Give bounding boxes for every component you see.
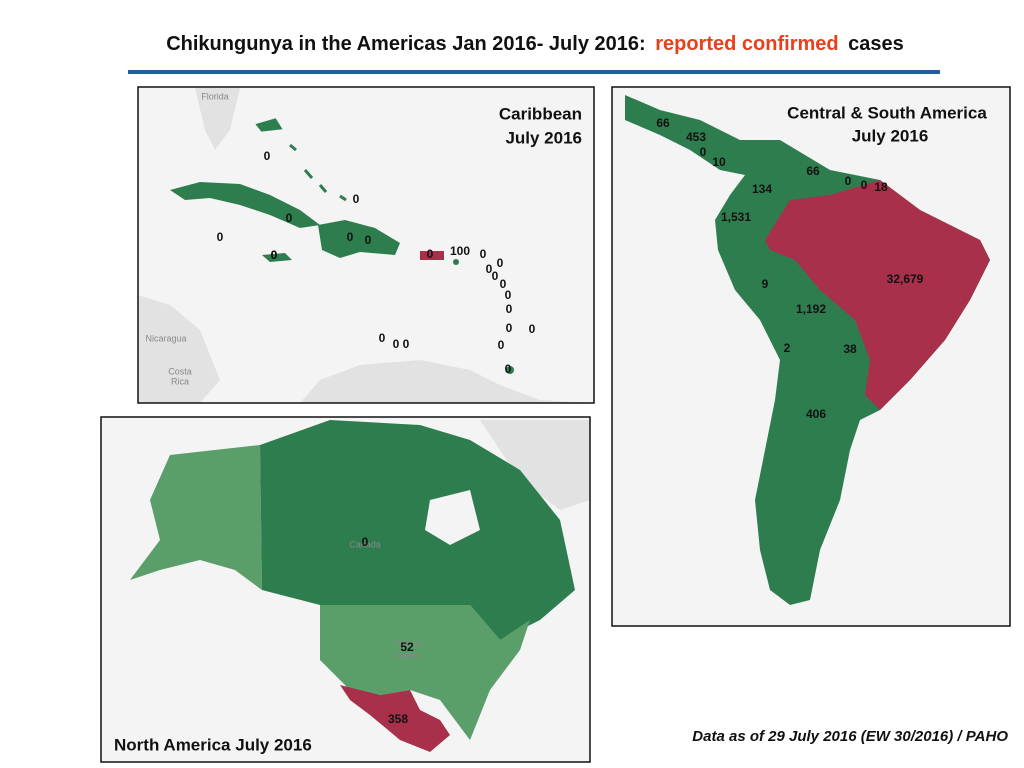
case-count: 0: [347, 230, 354, 244]
case-count: 0: [353, 192, 360, 206]
place-label: Florida: [201, 91, 229, 101]
case-count: 66: [656, 116, 670, 130]
case-count: 1,192: [796, 302, 826, 316]
case-count: 52: [400, 640, 414, 654]
case-count: 9: [762, 277, 769, 291]
case-count: 32,679: [887, 272, 924, 286]
case-count: 2: [784, 341, 791, 355]
case-count: 38: [843, 342, 857, 356]
case-count: 0: [505, 288, 512, 302]
case-count: 0: [427, 247, 434, 261]
case-count: 0: [845, 174, 852, 188]
south-frame: [611, 86, 1011, 627]
case-count: 0: [505, 362, 512, 376]
case-count: 0: [700, 145, 707, 159]
case-count: 0: [506, 302, 513, 316]
case-count: 0: [217, 230, 224, 244]
case-count: 18: [874, 180, 888, 194]
case-count: 358: [388, 712, 408, 726]
caribbean-map: [138, 87, 594, 403]
case-count: 0: [362, 535, 369, 549]
panel-title: July 2016: [505, 128, 582, 147]
case-count: 1,531: [721, 210, 751, 224]
south-map: [612, 87, 1010, 626]
panel-title: Central & South America: [787, 103, 987, 122]
case-count: 134: [752, 182, 772, 196]
case-count: 0: [403, 337, 410, 351]
slide-title: Chikungunya in the Americas Jan 2016- Ju…: [166, 33, 904, 55]
case-count: 0: [271, 248, 278, 262]
case-count: 0: [271, 248, 278, 262]
panel-title: Caribbean: [499, 104, 582, 123]
place-label: United: [395, 638, 421, 648]
case-count: 0: [264, 149, 271, 163]
case-count: 453: [686, 130, 706, 144]
case-count: 0: [286, 211, 293, 225]
panel-title: July 2016: [852, 126, 929, 145]
place-label: States: [395, 650, 421, 660]
north-map: [101, 417, 590, 762]
panel-title: North America July 2016: [114, 735, 312, 754]
case-count: 10: [712, 155, 726, 169]
case-count: 0: [500, 277, 507, 291]
case-count: 0: [529, 322, 536, 336]
case-count: 0: [393, 337, 400, 351]
title-highlight: reported confirmed: [655, 33, 838, 55]
place-label: Rica: [171, 376, 189, 386]
title-suffix: cases: [848, 33, 904, 55]
north-frame: [100, 416, 591, 763]
place-label: Nicaragua: [145, 333, 186, 343]
case-count: 100: [450, 244, 470, 258]
place-label: Costa: [168, 366, 192, 376]
case-count: 0: [486, 262, 493, 276]
case-count: 0: [861, 178, 868, 192]
case-count: 0: [492, 269, 499, 283]
source-note: Data as of 29 July 2016 (EW 30/2016) / P…: [692, 728, 1008, 745]
case-count: 0: [506, 321, 513, 335]
case-count: 0: [498, 338, 505, 352]
caribbean-frame: [137, 86, 595, 404]
case-count: 0: [480, 247, 487, 261]
case-count: 0: [379, 331, 386, 345]
place-label: Canada: [349, 539, 381, 549]
case-count: 0: [365, 233, 372, 247]
title-prefix: Chikungunya in the Americas Jan 2016- Ju…: [166, 33, 645, 55]
case-count: 66: [806, 164, 820, 178]
case-count: 406: [806, 407, 826, 421]
case-count: 0: [497, 256, 504, 270]
